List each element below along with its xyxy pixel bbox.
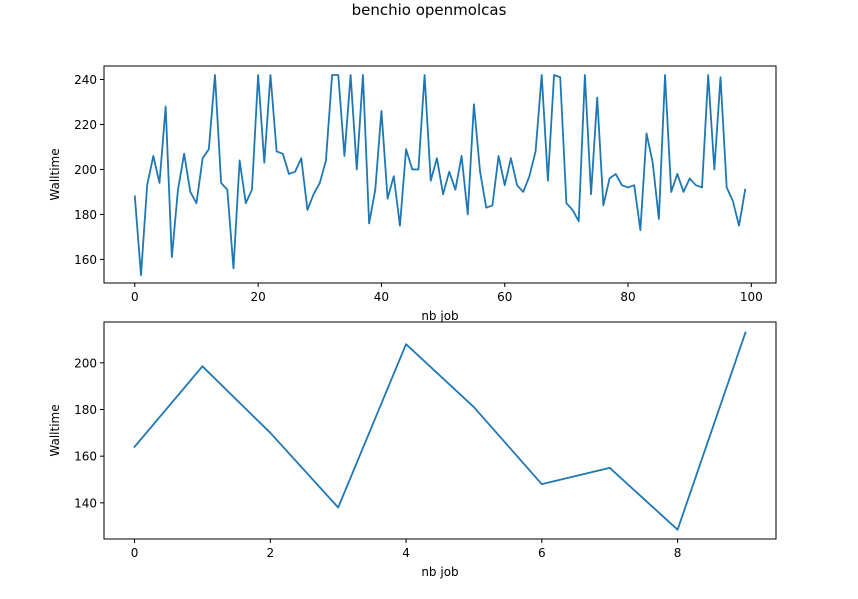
x-tick-label: 4 bbox=[402, 546, 410, 560]
x-tick-label: 2 bbox=[266, 546, 274, 560]
axes-frame bbox=[103, 321, 777, 540]
x-axis-label: nb job bbox=[421, 309, 458, 323]
x-tick-label: 6 bbox=[538, 546, 546, 560]
y-axis-label: Walltime bbox=[48, 148, 62, 200]
top-subplot: 0 20 40 60 80 100 160 180 200 220 240 nb job Walltim… bbox=[48, 65, 777, 323]
x-tick-label: 20 bbox=[250, 290, 265, 304]
figure-suptitle: benchio openmolcas bbox=[352, 1, 507, 19]
y-tick-label: 180 bbox=[74, 208, 97, 222]
x-tick-label: 0 bbox=[131, 546, 139, 560]
y-tick-label: 160 bbox=[74, 450, 97, 464]
y-tick-label: 200 bbox=[74, 163, 97, 177]
x-tick-label: 8 bbox=[674, 546, 682, 560]
y-tick-label: 160 bbox=[74, 253, 97, 267]
series-line bbox=[133, 74, 747, 277]
x-tick-label: 40 bbox=[374, 290, 389, 304]
y-tick-label: 240 bbox=[74, 73, 97, 87]
y-tick-label: 140 bbox=[74, 496, 97, 510]
y-tick-label: 180 bbox=[74, 403, 97, 417]
bottom-subplot: 0 2 4 6 8 140 160 180 200 nb job Walltime bbox=[48, 321, 777, 579]
x-tick-label: 100 bbox=[740, 290, 763, 304]
series-line bbox=[133, 331, 747, 531]
y-tick-label: 200 bbox=[74, 356, 97, 370]
y-axis-label: Walltime bbox=[48, 404, 62, 456]
x-tick-label: 60 bbox=[497, 290, 512, 304]
x-axis-label: nb job bbox=[421, 565, 458, 579]
x-tick-label: 0 bbox=[131, 290, 139, 304]
y-tick-label: 220 bbox=[74, 118, 97, 132]
x-tick-label: 80 bbox=[620, 290, 635, 304]
axes-frame bbox=[103, 65, 777, 284]
